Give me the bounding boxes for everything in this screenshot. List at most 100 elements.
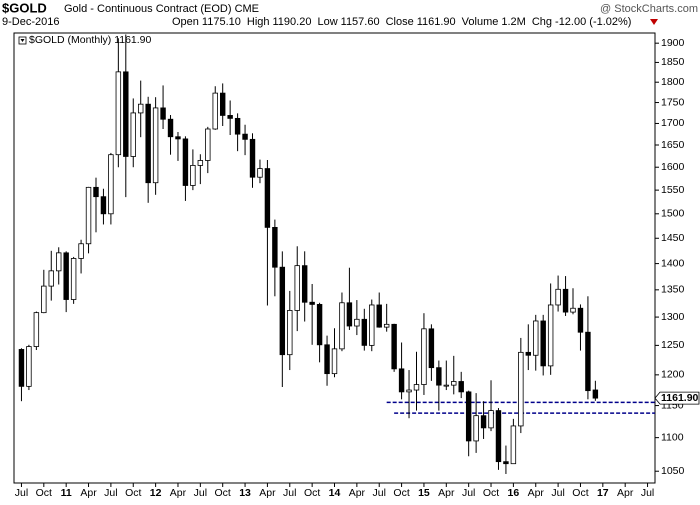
candle-body <box>205 128 211 161</box>
candle-body <box>510 425 517 465</box>
price-tag: 1161.90 <box>661 392 699 404</box>
x-tick-label: 13 <box>239 487 251 499</box>
candle-body <box>167 118 174 138</box>
candle-body <box>406 389 412 393</box>
candle-body <box>272 226 278 268</box>
y-tick-label: 1350 <box>661 284 685 296</box>
candle-body <box>369 304 375 346</box>
candle-body <box>152 107 159 184</box>
candle-body <box>540 320 546 367</box>
watermark: @ StockCharts.com <box>600 3 698 15</box>
candle-body <box>488 410 494 429</box>
x-tick-label: Oct <box>215 487 231 499</box>
candle-body <box>339 302 345 350</box>
y-tick-label: 1750 <box>661 96 685 108</box>
candle-body <box>354 318 360 327</box>
x-tick-label: Oct <box>36 487 52 499</box>
x-tick-label: Oct <box>572 487 588 499</box>
candle-body <box>577 307 584 333</box>
y-tick-label: 1300 <box>661 311 685 323</box>
candle-body <box>376 304 382 328</box>
x-tick-label: Jul <box>462 487 475 499</box>
candle-body <box>100 196 107 215</box>
stat-label: Chg <box>532 16 552 28</box>
x-tick-label: Jul <box>15 487 28 499</box>
candle-body <box>301 265 308 303</box>
candle-body <box>56 252 62 272</box>
y-tick-label: 1450 <box>661 232 685 244</box>
candle-body <box>26 346 32 387</box>
candle-body <box>443 384 450 387</box>
x-tick-label: Jul <box>104 487 117 499</box>
legend-text: $GOLD (Monthly) 1161.90 <box>29 34 152 46</box>
x-tick-label: Apr <box>528 487 545 499</box>
candle-body <box>242 133 248 140</box>
candle-body <box>108 154 114 215</box>
candle-body <box>451 381 457 386</box>
candle-body <box>421 328 427 385</box>
x-tick-label: Apr <box>80 487 97 499</box>
candle-body <box>398 368 405 393</box>
candle-body <box>63 252 69 300</box>
stats: Open 1175.10 High 1190.20 Low 1157.60 Close 116… <box>172 16 631 28</box>
candle-body <box>570 307 576 313</box>
x-tick-label: Oct <box>304 487 320 499</box>
candle-body <box>294 265 300 311</box>
candle-body <box>130 112 136 157</box>
candle-body <box>324 344 330 375</box>
candle-body <box>518 351 524 427</box>
candle-body <box>279 266 286 356</box>
candle-body <box>592 389 599 399</box>
candle-body <box>70 258 77 300</box>
x-tick-label: 12 <box>150 487 162 499</box>
y-tick-label: 1050 <box>661 465 685 477</box>
stat-value: 1157.60 <box>341 16 380 28</box>
candle-body <box>473 415 479 442</box>
candle-body <box>480 415 487 429</box>
candle-body <box>383 323 390 328</box>
x-tick-label: Apr <box>349 487 366 499</box>
x-tick-label: 15 <box>418 487 430 499</box>
stat-label: Open <box>172 16 199 28</box>
candle-body <box>413 384 420 391</box>
stat-label: High <box>247 16 270 28</box>
symbol: $GOLD <box>2 0 47 15</box>
x-tick-label: Oct <box>393 487 409 499</box>
candle-body <box>182 138 189 186</box>
candle-body <box>137 103 144 114</box>
candle-body <box>428 328 435 369</box>
y-tick-label: 1400 <box>661 257 685 269</box>
candle-body <box>316 304 323 346</box>
candle-body <box>145 103 151 184</box>
candle-body <box>555 288 561 306</box>
candle-body <box>331 348 338 375</box>
candle-body <box>525 351 532 356</box>
candle-body <box>41 285 47 314</box>
candle-body <box>257 168 263 178</box>
y-tick-label: 1200 <box>661 369 685 381</box>
x-tick-label: 11 <box>61 487 72 499</box>
x-tick-label: Apr <box>259 487 276 499</box>
candle-body <box>85 186 92 245</box>
candle-body <box>219 92 226 116</box>
y-tick-label: 1850 <box>661 56 685 68</box>
x-tick-label: Jul <box>373 487 386 499</box>
candle-body <box>197 160 204 166</box>
y-tick-label: 1550 <box>661 184 685 196</box>
candle-body <box>18 349 25 387</box>
candle-body <box>249 138 256 178</box>
candle-body <box>115 71 122 156</box>
stat-label: Volume <box>462 16 499 28</box>
candle-body <box>175 136 181 140</box>
candle-body <box>93 186 99 198</box>
candle-body <box>562 288 569 313</box>
candle-body <box>78 243 84 259</box>
chart-title: Gold - Continuous Contract (EOD) CME <box>64 3 259 15</box>
candle-body <box>160 107 166 120</box>
x-tick-label: Apr <box>617 487 634 499</box>
x-tick-label: 16 <box>508 487 520 499</box>
candle-body <box>547 304 554 367</box>
x-tick-label: Jul <box>194 487 207 499</box>
x-tick-label: Oct <box>483 487 499 499</box>
